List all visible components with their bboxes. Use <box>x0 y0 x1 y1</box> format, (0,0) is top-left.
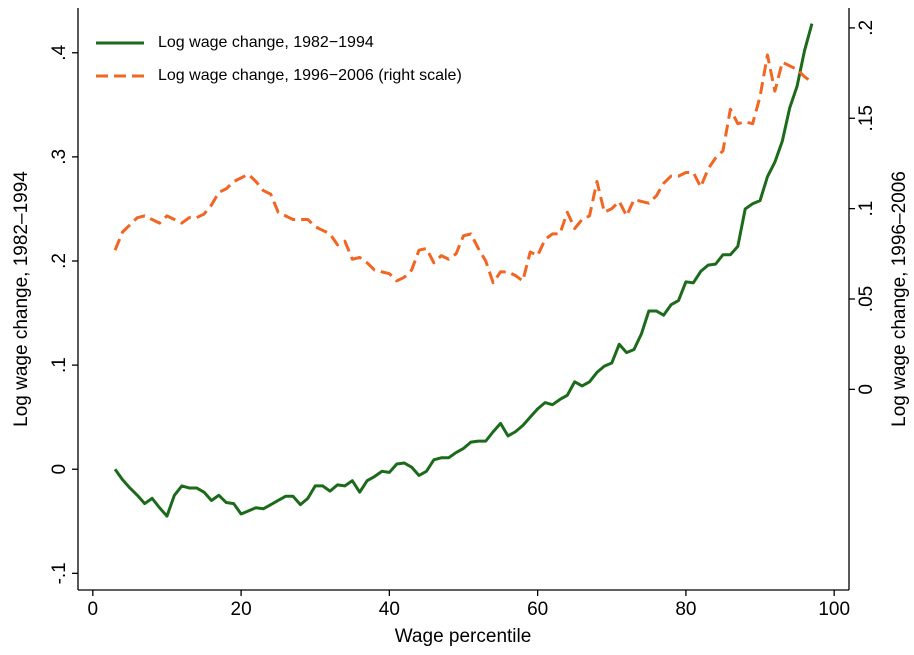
y2-axis-title: Log wage change, 1996–2006 <box>889 171 910 427</box>
series-line <box>113 23 814 518</box>
y-tick-label: .4 <box>49 44 70 60</box>
x-tick-label: 100 <box>818 599 850 620</box>
y2-tick-label: .2 <box>856 20 877 36</box>
y-tick-label: .2 <box>49 253 70 269</box>
y-tick-label: -.1 <box>49 562 70 584</box>
x-tick-label: 0 <box>88 599 99 620</box>
y-axis-title: Log wage change, 1982–1994 <box>11 171 32 427</box>
y2-tick-label: .15 <box>856 105 877 131</box>
legend-label: Log wage change, 1982−1994 <box>158 34 374 51</box>
x-tick-label: 20 <box>231 599 252 620</box>
y-tick-label: 0 <box>49 464 70 475</box>
y-tick-label: .1 <box>49 357 70 373</box>
y-tick-label: .3 <box>49 149 70 165</box>
series-line <box>113 53 813 285</box>
x-tick-label: 60 <box>527 599 548 620</box>
x-axis-title: Wage percentile <box>395 626 532 647</box>
y2-tick-label: .1 <box>856 201 877 217</box>
y2-tick-label: 0 <box>856 384 877 395</box>
x-tick-label: 80 <box>675 599 696 620</box>
legend-label: Log wage change, 1996−2006 (right scale) <box>158 67 462 84</box>
y2-tick-label: .05 <box>856 286 877 312</box>
x-tick-label: 40 <box>379 599 400 620</box>
